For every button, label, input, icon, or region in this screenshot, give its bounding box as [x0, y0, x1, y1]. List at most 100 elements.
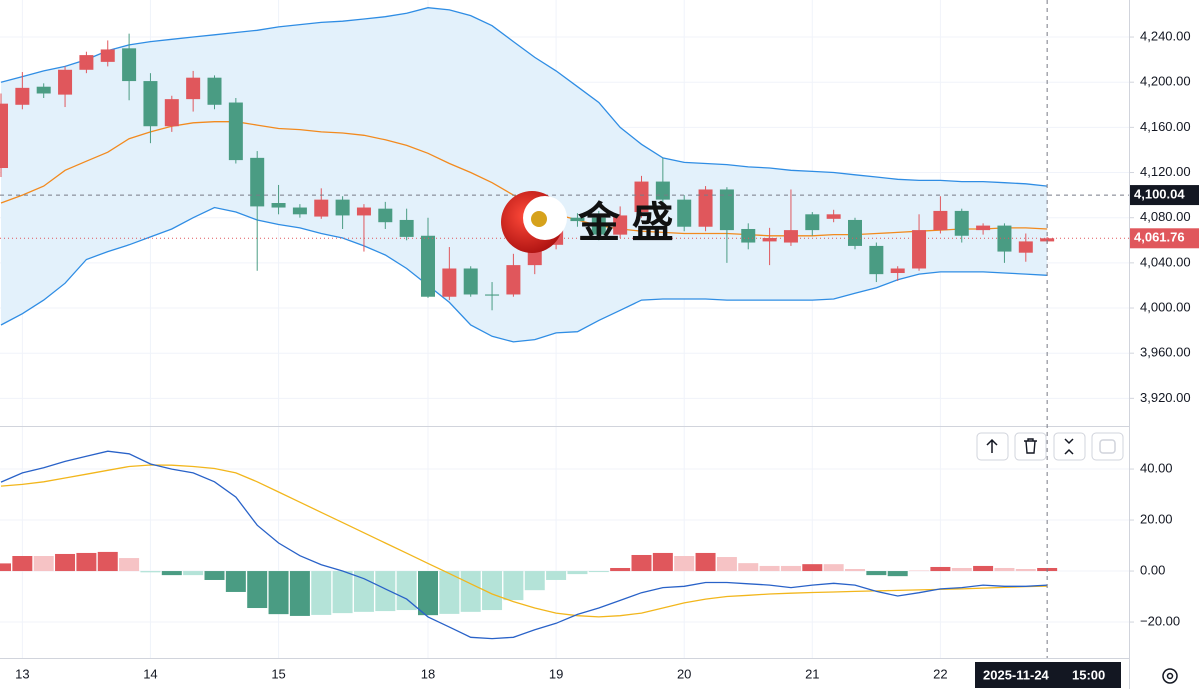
histogram-bar — [140, 571, 161, 573]
histogram-bar — [802, 564, 823, 572]
histogram-bar — [1015, 569, 1036, 572]
candle-body — [15, 87, 30, 105]
candle-body — [442, 268, 457, 297]
histogram-bar — [268, 571, 289, 615]
x-tick-label: 21 — [805, 666, 819, 681]
histogram-bar — [119, 558, 140, 572]
candle-body — [677, 199, 692, 227]
histogram-bar — [439, 571, 460, 614]
candle-body — [271, 203, 286, 208]
candle-body — [954, 210, 969, 236]
logo-dot — [531, 211, 547, 227]
candles — [0, 33, 1129, 311]
y-tick-label: 3,920.00 — [1140, 390, 1191, 405]
crosshair-price-label: 4,100.04 — [1134, 187, 1185, 202]
candle-body — [1018, 241, 1033, 253]
histogram-bar — [311, 571, 332, 615]
y-tick-label: 3,960.00 — [1140, 345, 1191, 360]
histogram-bar — [161, 571, 182, 576]
histogram-bar — [55, 553, 76, 572]
histogram-bar — [695, 552, 716, 572]
histogram-bar — [823, 564, 844, 572]
y-tick-label: 0.00 — [1140, 562, 1165, 577]
histogram-bar — [866, 571, 887, 576]
candle-body — [79, 55, 94, 70]
histogram-bar — [567, 571, 588, 575]
histogram-bar — [909, 570, 930, 572]
candle-body — [207, 77, 222, 105]
candle-body — [314, 199, 329, 217]
band-fill — [1, 7, 1048, 342]
candle-body — [762, 238, 777, 242]
candle-body — [1040, 238, 1055, 242]
histogram-bar — [0, 563, 11, 572]
histogram-bar — [353, 571, 374, 612]
histogram-bar — [973, 565, 994, 572]
candle-body — [485, 294, 500, 296]
move-up-button[interactable] — [976, 432, 1009, 461]
histogram-bar — [396, 571, 417, 611]
x-tick-label: 22 — [933, 666, 947, 681]
candle-body — [848, 219, 862, 246]
pane-toolbar — [976, 432, 1124, 461]
histogram-bar — [674, 556, 695, 572]
candle-body — [869, 245, 884, 275]
x-tick-label: 19 — [549, 666, 563, 681]
crosshair-date: 2025-11-24 — [983, 667, 1050, 682]
candle-body — [719, 189, 734, 231]
candle-body — [378, 208, 393, 223]
y-tick-label: 4,000.00 — [1140, 299, 1191, 314]
histogram-bar — [33, 556, 54, 572]
collapse-button[interactable] — [1053, 432, 1086, 461]
candle-body — [122, 48, 137, 82]
histogram-bar — [460, 571, 481, 612]
candle-body — [741, 228, 756, 243]
histogram-bar — [97, 551, 118, 572]
candle-body — [570, 217, 585, 222]
y-tick-label: 4,040.00 — [1140, 254, 1191, 269]
maximize-button[interactable] — [1091, 432, 1124, 461]
settings-button[interactable] — [1162, 668, 1178, 684]
candle-body — [421, 235, 435, 297]
candle-body — [805, 214, 820, 231]
histogram-bar — [780, 565, 801, 572]
axes: 3,920.00 3,960.00 4,000.00 4,040.00 4,080.00… — [15, 0, 1199, 688]
candle-body — [634, 181, 649, 213]
histogram-bar — [12, 556, 33, 572]
candle-body — [292, 207, 307, 215]
histogram-bar — [610, 567, 631, 572]
candle-body — [58, 69, 73, 95]
candle-body — [356, 207, 371, 216]
histogram-bar — [546, 571, 567, 580]
histogram-bar — [225, 571, 246, 592]
candle-body — [933, 210, 948, 231]
histogram-bar — [716, 557, 737, 572]
histogram-bar — [503, 571, 524, 601]
histogram-bar — [418, 571, 438, 616]
x-tick-label: 20 — [677, 666, 691, 681]
x-tick-label: 14 — [143, 666, 157, 681]
crosshair-price-box — [1130, 185, 1199, 206]
crosshair-time: 15:00 — [1072, 667, 1105, 682]
histogram-bar — [930, 566, 951, 572]
y-tick-label: 4,120.00 — [1140, 164, 1191, 179]
y-tick-label: 40.00 — [1140, 460, 1173, 475]
y-tick-label: 4,160.00 — [1140, 119, 1191, 134]
x-tick-label: 18 — [421, 666, 435, 681]
macd-pane — [0, 450, 1058, 640]
y-tick-label: 20.00 — [1140, 511, 1173, 526]
candle-body — [655, 181, 670, 200]
band-lower — [0, 206, 1048, 343]
candle-body — [143, 81, 158, 127]
candle-body — [0, 103, 8, 169]
y-tick-label: 4,240.00 — [1140, 28, 1191, 43]
histogram-bar — [652, 552, 673, 572]
candle-body — [506, 265, 521, 295]
histogram-bar — [994, 567, 1015, 572]
histogram-bar — [482, 571, 503, 611]
delete-button[interactable] — [1014, 432, 1047, 461]
candle-body — [100, 49, 115, 62]
histogram-bar — [247, 571, 268, 609]
histogram-bar — [524, 571, 545, 591]
last-price-label: 4,061.76 — [1134, 230, 1185, 245]
